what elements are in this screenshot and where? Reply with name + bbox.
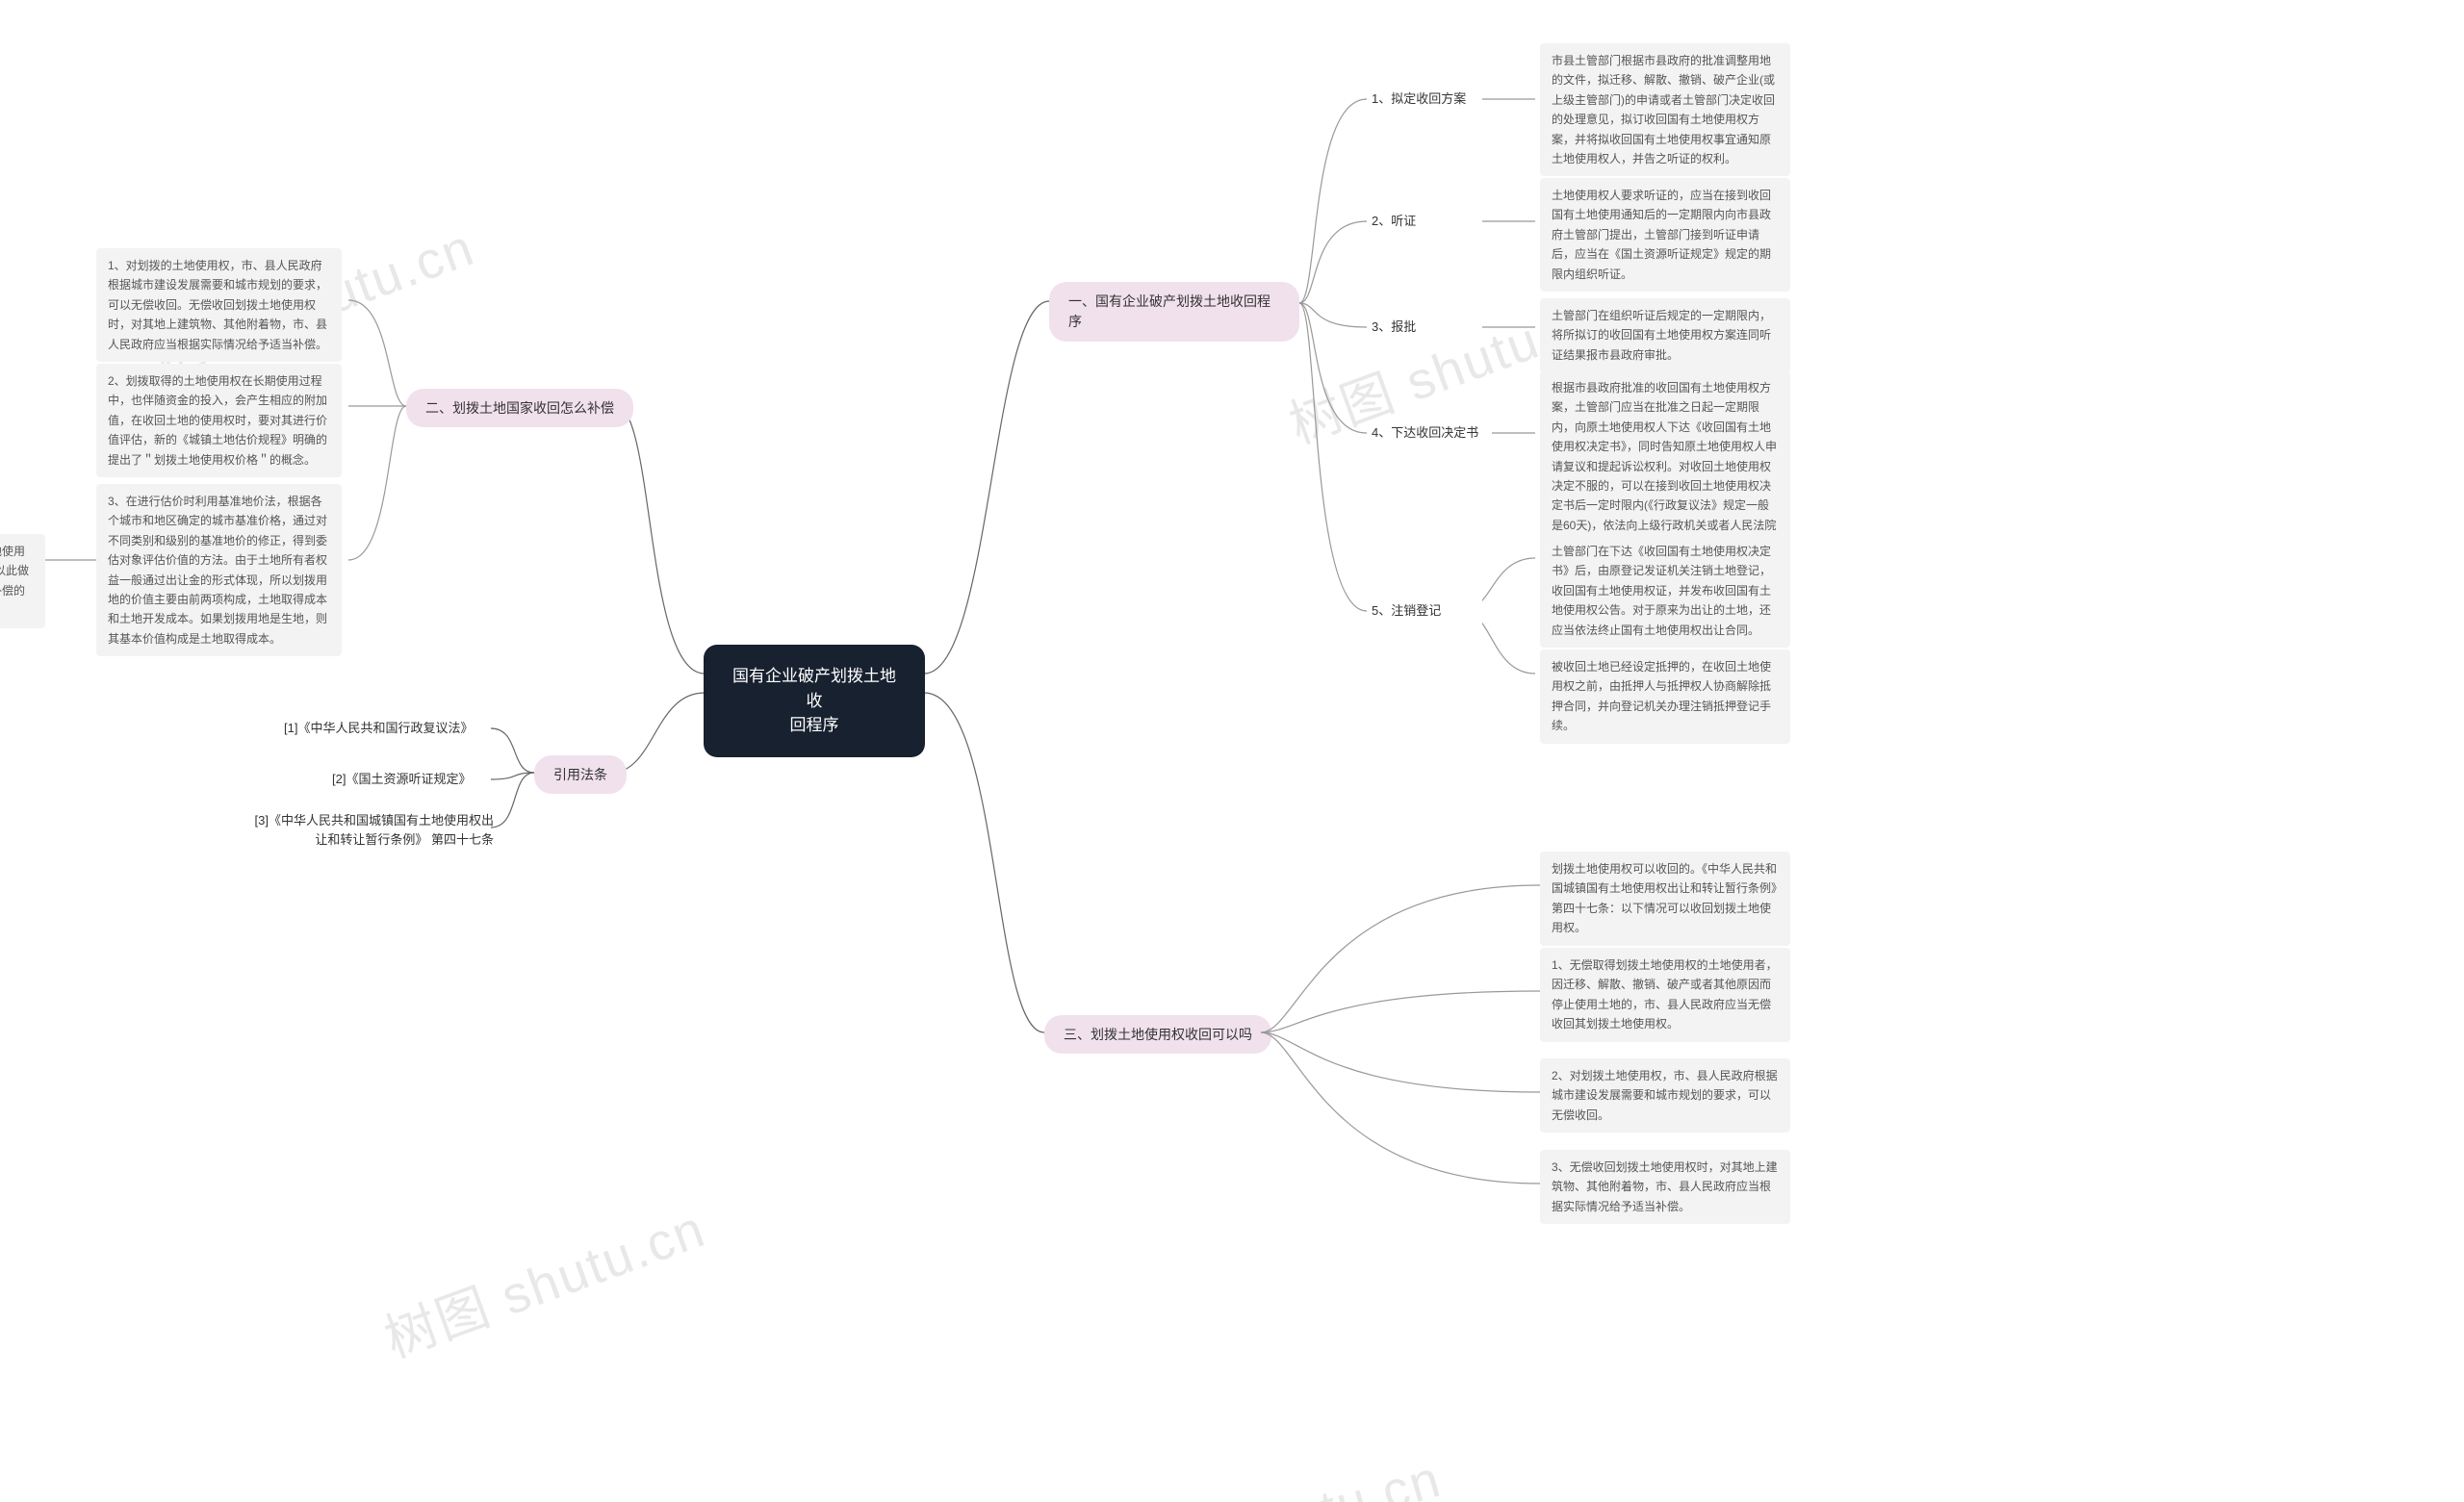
detail-node: 2、划拨取得的土地使用权在长期使用过程中，也伴随资金的投入，会产生相应的附加值，… [96, 364, 342, 477]
sub-node: [1]《中华人民共和国行政复议法》 [284, 719, 473, 738]
watermark: 树图 shutu.cn [372, 1186, 714, 1373]
branch-node: 三、划拨土地使用权收回可以吗 [1044, 1015, 1271, 1054]
branch-node: 一、国有企业破产划拨土地收回程序 [1049, 282, 1299, 342]
detail-node: 3、在进行估价时利用基准地价法，根据各个城市和地区确定的城市基准价格，通过对不同… [96, 484, 342, 656]
detail-node: 划拨土地使用权可以收回的。《中华人民共和国城镇国有土地使用权出让和转让暂行条例》… [1540, 852, 1790, 946]
branch-node: 二、划拨土地国家收回怎么补偿 [406, 389, 633, 427]
bracket-icon [348, 241, 406, 587]
detail-node: 土管部门在下达《收回国有土地使用权决定书》后，由原登记发证机关注销土地登记，收回… [1540, 534, 1790, 648]
sub-node: [2]《国土资源听证规定》 [332, 770, 471, 789]
sub-node: 4、下达收回决定书 [1372, 423, 1478, 443]
detail-node: 被收回土地已经设定抵押的，在收回土地使用权之前，由抵押人与抵押权人协商解除抵押合… [1540, 649, 1790, 744]
detail-node: 1、无偿取得划拨土地使用权的土地使用者，因迁移、解散、撤销、破产或者其他原因而停… [1540, 948, 1790, 1042]
detail-node: 土管部门在组织听证后规定的一定期限内，将所拟订的收回国有土地使用权方案连同听证结… [1540, 298, 1790, 372]
detail-node: 1、对划拨的土地使用权，市、县人民政府根据城市建设发展需要和城市规划的要求，可以… [96, 248, 342, 362]
bracket-icon [1299, 53, 1367, 669]
detail-node: 市县土管部门根据市县政府的批准调整用地的文件，拟迁移、解散、撤销、破产企业(或上… [1540, 43, 1790, 176]
root-label: 国有企业破产划拨土地收回程序 [732, 667, 896, 734]
detail-node: 土地使用权人要求听证的，应当在接到收回国有土地使用通知后的一定期限内向市县政府土… [1540, 178, 1790, 292]
branch-label: 三、划拨土地使用权收回可以吗 [1064, 1027, 1252, 1042]
branch-label: 引用法条 [553, 767, 607, 782]
detail-node: 划拨土地使用权价格＝出让土地使用权价格-应缴纳的土地出让金。以此做为收取土地收益… [0, 534, 45, 628]
sub-node: 1、拟定收回方案 [1372, 89, 1466, 109]
bracket-icon [1261, 847, 1540, 1232]
sub-node: 2、听证 [1372, 212, 1416, 231]
branch-label: 二、划拨土地国家收回怎么补偿 [425, 400, 614, 416]
root-node: 国有企业破产划拨土地收回程序 [704, 645, 925, 757]
bracket-icon [1482, 48, 1540, 702]
sub-node: 3、报批 [1372, 318, 1416, 337]
sub-node: 5、注销登记 [1372, 601, 1441, 621]
branch-label: 一、国有企业破产划拨土地收回程序 [1068, 293, 1270, 329]
edge-layer [0, 0, 2464, 1502]
detail-node: 3、无偿收回划拨土地使用权时，对其地上建筑物、其他附着物，市、县人民政府应当根据… [1540, 1150, 1790, 1224]
watermark: shutu.cn [1228, 1449, 1449, 1502]
sub-node: [3]《中华人民共和国城镇国有土地使用权出让和转让暂行条例》 第四十七条 [234, 811, 494, 849]
branch-node: 引用法条 [534, 755, 627, 794]
detail-node: 2、对划拨土地使用权，市、县人民政府根据城市建设发展需要和城市规划的要求，可以无… [1540, 1058, 1790, 1133]
